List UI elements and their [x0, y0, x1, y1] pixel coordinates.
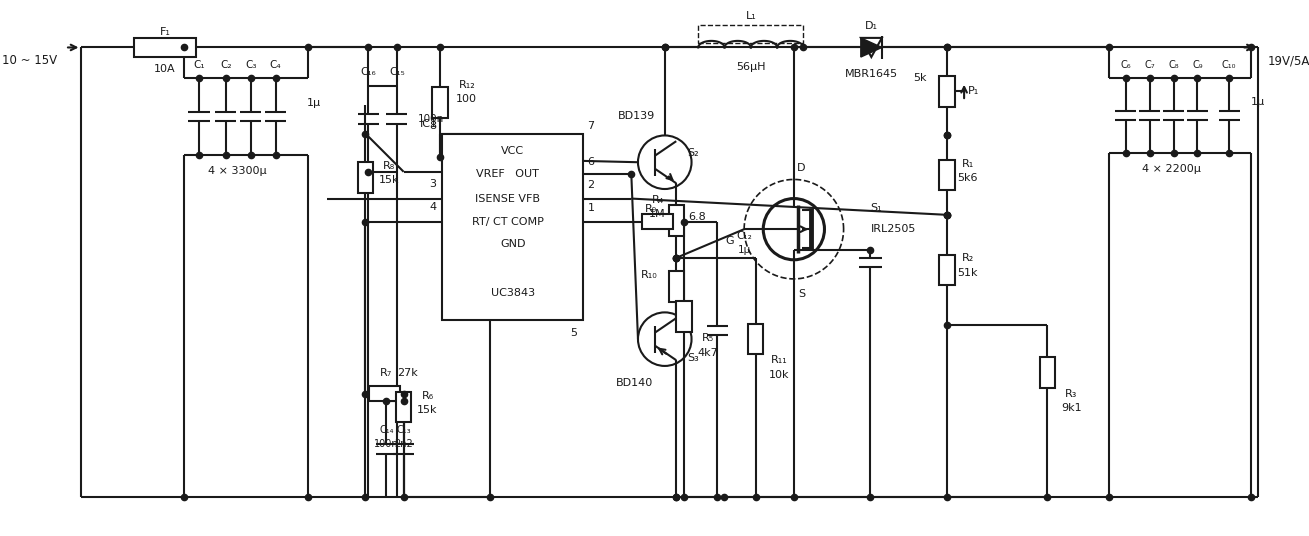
Bar	[940, 160, 954, 190]
Text: C₇: C₇	[1144, 59, 1155, 70]
Text: 6: 6	[588, 157, 594, 167]
Polygon shape	[861, 38, 882, 57]
Text: UC3843: UC3843	[491, 288, 535, 298]
Text: 5k: 5k	[914, 73, 927, 83]
Text: 2: 2	[588, 180, 594, 190]
Text: L₁: L₁	[745, 11, 757, 21]
Bar	[940, 76, 954, 107]
Bar	[940, 255, 954, 285]
Bar	[669, 271, 683, 302]
Text: C₄: C₄	[270, 59, 281, 70]
Bar	[369, 386, 399, 401]
Bar	[747, 324, 763, 354]
Text: R₉: R₉	[645, 204, 657, 214]
Text: IRL2505: IRL2505	[870, 224, 916, 234]
Polygon shape	[861, 38, 882, 57]
Text: 9k1: 9k1	[1060, 403, 1081, 413]
Text: VCC: VCC	[501, 146, 524, 156]
Text: C₂: C₂	[220, 59, 232, 70]
Text: IC1: IC1	[420, 119, 439, 129]
Text: 7: 7	[588, 121, 594, 131]
Text: VREF   OUT: VREF OUT	[476, 169, 539, 178]
Text: GND: GND	[500, 240, 525, 249]
Bar	[643, 214, 673, 229]
Text: R₁₀: R₁₀	[641, 270, 658, 280]
Text: 19V/5A: 19V/5A	[1267, 54, 1309, 68]
Text: 1μ: 1μ	[306, 98, 321, 108]
Text: C₁₀: C₁₀	[1221, 59, 1236, 70]
Text: 100: 100	[457, 94, 478, 103]
Bar	[134, 38, 196, 57]
Bar	[677, 301, 691, 331]
Text: C₈: C₈	[1168, 59, 1179, 70]
Text: R₁₁: R₁₁	[771, 355, 788, 365]
Text: 27k: 27k	[397, 368, 418, 378]
Text: 2n2: 2n2	[394, 440, 414, 449]
Text: G: G	[725, 236, 734, 245]
Text: S₁: S₁	[870, 203, 882, 213]
Text: 100n: 100n	[374, 440, 399, 449]
Text: 4k7: 4k7	[698, 347, 719, 358]
Bar	[397, 392, 411, 422]
Text: C₉: C₉	[1192, 59, 1203, 70]
Text: 10k: 10k	[770, 369, 789, 379]
Text: C₁₆: C₁₆	[360, 68, 376, 77]
Text: S₂: S₂	[687, 147, 699, 158]
Text: RT/ CT COMP: RT/ CT COMP	[473, 217, 543, 227]
Text: 100n: 100n	[418, 114, 444, 124]
Text: 10 ~ 15V: 10 ~ 15V	[3, 54, 58, 68]
Text: S₃: S₃	[687, 353, 699, 363]
Text: ISENSE VFB: ISENSE VFB	[475, 193, 541, 204]
Text: 15k: 15k	[380, 175, 399, 185]
Text: R₆: R₆	[421, 391, 433, 400]
Text: R₃: R₃	[1066, 389, 1077, 399]
Text: R₁: R₁	[962, 159, 974, 169]
Text: 15k: 15k	[418, 405, 437, 415]
Text: S: S	[798, 289, 805, 299]
Text: C₁: C₁	[194, 59, 204, 70]
Text: 10A: 10A	[154, 63, 175, 73]
Text: P₁: P₁	[969, 86, 979, 96]
Text: 51k: 51k	[958, 267, 978, 278]
Text: 1: 1	[588, 203, 594, 213]
Text: C₁₂: C₁₂	[736, 231, 751, 241]
Text: C₃: C₃	[245, 59, 257, 70]
Text: R₈: R₈	[384, 161, 395, 171]
Text: MBR1645: MBR1645	[844, 69, 898, 79]
Text: R₇: R₇	[381, 368, 393, 378]
Text: 1μ: 1μ	[1250, 97, 1264, 107]
Text: 1M: 1M	[649, 209, 666, 219]
Text: C₆: C₆	[1121, 59, 1131, 70]
Text: 4 × 2200μ: 4 × 2200μ	[1143, 164, 1202, 174]
Text: BD139: BD139	[618, 111, 654, 121]
Bar	[432, 87, 448, 118]
Bar	[1039, 358, 1055, 388]
Bar	[442, 133, 584, 320]
Text: F₁: F₁	[160, 27, 170, 37]
Text: 1μ: 1μ	[737, 245, 751, 255]
Text: 3: 3	[429, 179, 436, 189]
Bar	[357, 162, 373, 193]
Text: 8: 8	[429, 121, 436, 131]
Text: 6.8: 6.8	[689, 212, 706, 222]
Text: 56μH: 56μH	[736, 62, 766, 72]
Text: R₄: R₄	[652, 196, 664, 205]
Text: C₁₄: C₁₄	[380, 425, 394, 435]
Text: 5k6: 5k6	[958, 173, 978, 183]
Text: C₁₃: C₁₃	[397, 425, 411, 435]
Text: R₅: R₅	[702, 333, 713, 343]
Text: D: D	[797, 163, 806, 173]
Text: D₁: D₁	[865, 21, 878, 32]
Text: C₁₅: C₁₅	[389, 68, 404, 77]
Text: 5: 5	[571, 329, 577, 338]
Text: 4: 4	[429, 202, 436, 212]
Text: BD140: BD140	[615, 378, 653, 388]
Text: 4 × 3300μ: 4 × 3300μ	[208, 166, 267, 176]
Bar	[669, 205, 683, 236]
Text: R₁₂: R₁₂	[458, 80, 475, 90]
Text: R₂: R₂	[962, 254, 974, 263]
